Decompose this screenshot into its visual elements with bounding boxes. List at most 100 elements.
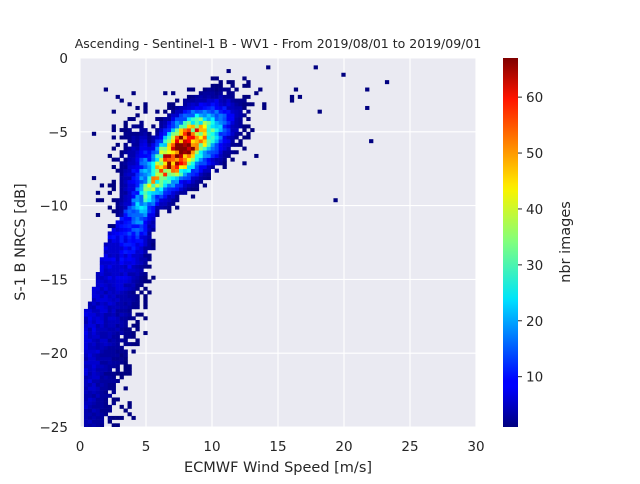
heatmap-cell: [87, 305, 93, 310]
heatmap-cell: [226, 120, 231, 125]
heatmap-cell: [131, 153, 136, 158]
heatmap-cell: [214, 98, 219, 103]
heatmap-cell: [202, 109, 208, 114]
heatmap-cell: [182, 183, 188, 188]
heatmap-cell: [91, 356, 97, 361]
heatmap-cell: [119, 260, 124, 265]
heatmap-cell: [167, 128, 172, 133]
heatmap-cell: [99, 305, 105, 310]
heatmap-cell: [194, 135, 200, 140]
heatmap-cell: [171, 153, 176, 158]
heatmap-cell: [163, 91, 168, 96]
heatmap-cell: [242, 98, 247, 103]
heatmap-cell: [139, 275, 144, 280]
heatmap-cell: [159, 194, 164, 199]
heatmap-cell: [107, 379, 112, 384]
heatmap-cell: [179, 105, 184, 110]
heatmap-cell: [143, 220, 148, 225]
heatmap-cell: [182, 117, 188, 122]
heatmap-cell: [194, 142, 200, 147]
heatmap-cell: [87, 331, 93, 336]
heatmap-cell: [206, 172, 211, 177]
heatmap-cell: [238, 105, 243, 110]
heatmap-cell: [107, 286, 112, 291]
heatmap-cell: [139, 176, 144, 181]
heatmap-cell: [135, 227, 140, 232]
heatmap-cell: [218, 80, 223, 85]
heatmap-cell: [190, 153, 196, 158]
heatmap-cell: [190, 176, 196, 181]
heatmap-cell: [167, 113, 172, 118]
heatmap-cell: [159, 128, 164, 133]
heatmap-cell: [99, 423, 105, 427]
heatmap-cell: [107, 371, 112, 376]
heatmap-cell: [135, 198, 140, 203]
heatmap-cell: [103, 408, 109, 413]
heatmap-cell: [119, 249, 124, 254]
heatmap-cell: [155, 179, 160, 184]
heatmap-cell: [226, 80, 231, 85]
heatmap-cell: [131, 209, 136, 214]
heatmap-cell: [91, 412, 97, 417]
heatmap-cell: [222, 117, 227, 122]
heatmap-cell: [147, 198, 152, 203]
heatmap-cell: [107, 253, 112, 258]
heatmap-cell: [171, 172, 176, 177]
heatmap-cell: [210, 109, 215, 114]
heatmap-cell: [206, 142, 211, 147]
heatmap-cell: [119, 246, 124, 251]
heatmap-cell: [151, 142, 156, 147]
heatmap-cell: [83, 312, 89, 317]
heatmap-cell: [151, 209, 156, 214]
heatmap-cell: [127, 327, 132, 332]
heatmap-cell: [111, 323, 116, 328]
heatmap-cell: [194, 124, 200, 129]
heatmap-cell: [190, 109, 196, 114]
heatmap-cell: [123, 201, 128, 206]
heatmap-cell: [234, 105, 239, 110]
heatmap-cell: [218, 157, 223, 162]
heatmap-cell: [131, 342, 136, 347]
heatmap-cell: [186, 94, 192, 99]
heatmap-cell: [87, 360, 93, 365]
heatmap-cell: [206, 146, 211, 151]
heatmap-cell: [131, 249, 136, 254]
heatmap-cell: [147, 194, 152, 199]
heatmap-cell: [230, 113, 235, 118]
heatmap-cell: [206, 165, 211, 169]
heatmap-cell: [103, 345, 109, 350]
heatmap-cell: [127, 334, 132, 339]
heatmap-cell: [167, 198, 172, 203]
heatmap-cell: [119, 283, 124, 288]
heatmap-cell: [214, 157, 219, 162]
heatmap-cell: [131, 157, 136, 162]
heatmap-cell: [147, 279, 152, 284]
heatmap-cell: [210, 105, 215, 110]
heatmap-cell: [123, 323, 128, 328]
heatmap-cell: [127, 249, 132, 254]
heatmap-cell: [202, 87, 208, 92]
heatmap-cell: [95, 272, 101, 277]
heatmap-cell: [123, 342, 128, 347]
heatmap-cell: [234, 113, 239, 118]
heatmap-cell: [179, 153, 184, 158]
heatmap-cell: [143, 301, 148, 306]
heatmap-cell: [131, 224, 136, 229]
heatmap-cell: [131, 334, 136, 339]
heatmap-cell: [242, 105, 247, 110]
heatmap-cell: [115, 231, 120, 236]
heatmap-cell: [115, 209, 120, 214]
heatmap-cell: [135, 179, 140, 184]
heatmap-cell: [127, 316, 132, 321]
heatmap-cell: [190, 120, 196, 125]
heatmap-cell: [151, 135, 156, 140]
heatmap-cell: [111, 390, 116, 395]
heatmap-cell: [155, 131, 160, 136]
y-axis-ticks: 0 −5 −10 −15 −20 −25: [40, 51, 69, 436]
heatmap-cell: [99, 371, 105, 376]
heatmap-cell: [103, 379, 109, 384]
heatmap-cell: [293, 87, 299, 92]
heatmap-cell: [139, 246, 144, 251]
heatmap-cell: [159, 201, 164, 206]
heatmap-cell: [95, 297, 101, 302]
